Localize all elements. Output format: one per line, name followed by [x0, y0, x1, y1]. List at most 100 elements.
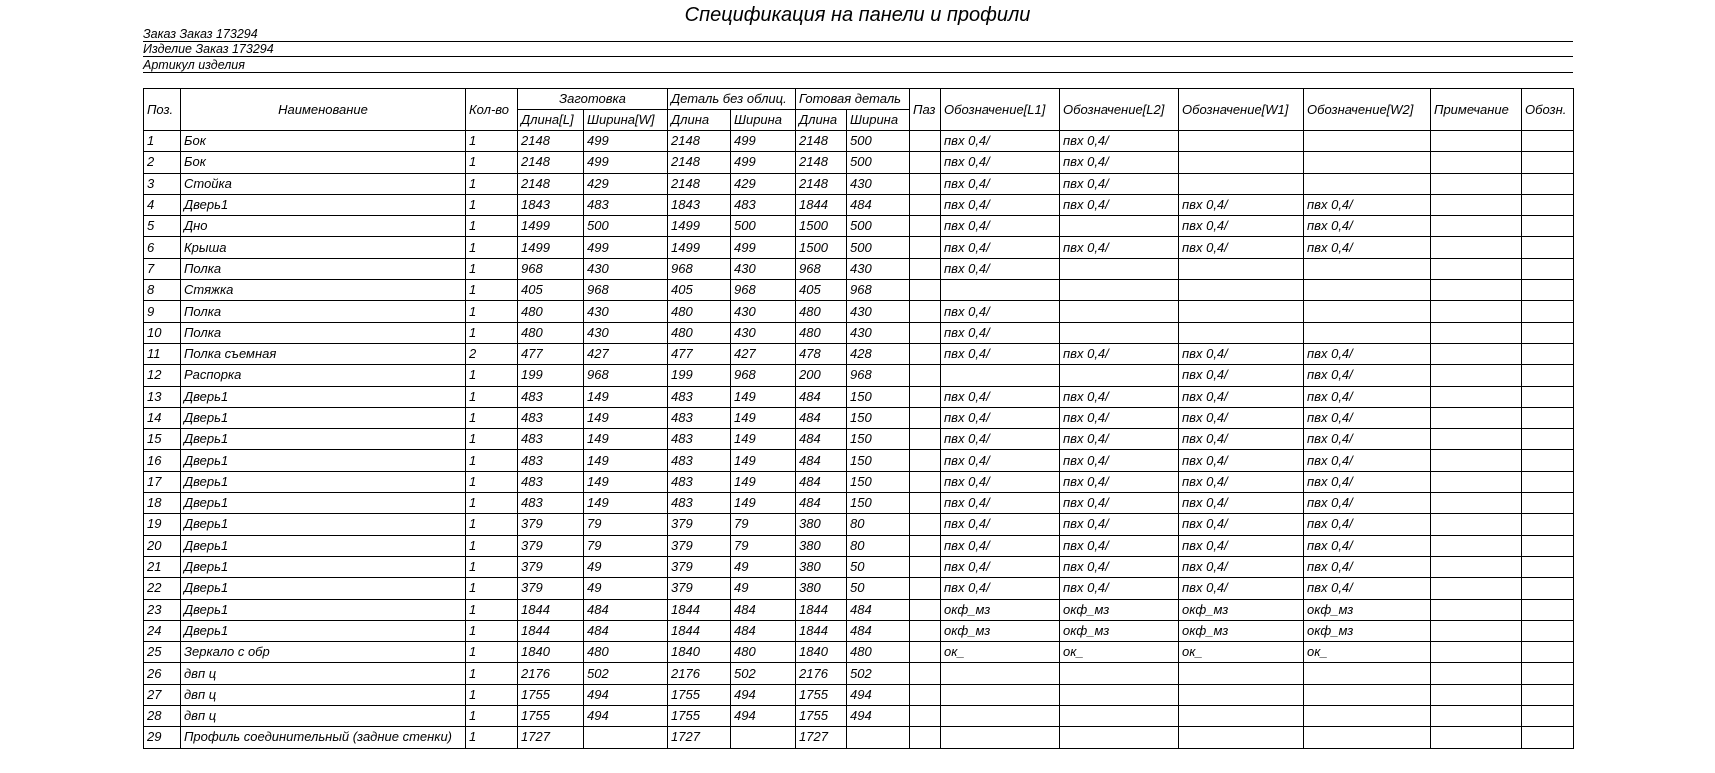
- cell-blank-length: 1844: [517, 598, 584, 621]
- cell-groove: [909, 236, 942, 259]
- cell-pos: 25: [143, 641, 181, 664]
- cell-blank-length: 1755: [517, 705, 584, 728]
- cell-blank-length: 379: [517, 577, 584, 600]
- cell-edge-w2: пвх 0,4/: [1303, 193, 1432, 217]
- cell-edge-l2: окф_мз: [1059, 619, 1180, 643]
- cell-edge-w1: пвх 0,4/: [1178, 364, 1305, 387]
- header-finished-width: Ширина: [846, 109, 911, 131]
- cell-edge-l2: [1059, 300, 1180, 323]
- cell-note: [1430, 492, 1523, 515]
- cell-finished-length: 484: [795, 492, 848, 515]
- cell-blank-length: 1844: [517, 619, 584, 643]
- cell-raw-length: 483: [667, 406, 731, 430]
- cell-raw-width: 430: [729, 300, 797, 323]
- cell-pos: 13: [143, 385, 181, 408]
- cell-qty: 1: [465, 641, 518, 664]
- cell-blank-length: 480: [517, 300, 584, 323]
- cell-edge-l1: пвх 0,4/: [940, 449, 1061, 472]
- cell-edge-w2: пвх 0,4/: [1303, 215, 1432, 238]
- cell-note: [1430, 662, 1523, 685]
- cell-blank-length: 483: [517, 470, 584, 494]
- cell-edge-w1: пвх 0,4/: [1178, 470, 1305, 494]
- cell-finished-width: 502: [846, 662, 911, 685]
- header-designation: Обозн.: [1521, 88, 1575, 131]
- cell-note: [1430, 534, 1523, 557]
- cell-edge-l1: пвх 0,4/: [940, 236, 1061, 259]
- cell-note: [1430, 321, 1523, 344]
- cell-raw-width: 499: [729, 236, 797, 259]
- cell-qty: 1: [465, 577, 518, 600]
- cell-edge-l1: пвх 0,4/: [940, 470, 1061, 494]
- cell-blank-width: 49: [583, 577, 668, 600]
- cell-groove: [909, 129, 942, 153]
- cell-qty: 1: [465, 215, 518, 238]
- cell-edge-w1: окф_мз: [1178, 619, 1305, 643]
- cell-raw-width: 149: [729, 406, 797, 430]
- cell-finished-length: 2176: [795, 662, 848, 685]
- cell-qty: 1: [465, 385, 518, 408]
- cell-pos: 18: [143, 492, 181, 515]
- table-row: 9 Полка 1 480 430 480 430 480 430 пвх 0,4/: [143, 300, 1575, 323]
- cell-edge-l1: [940, 705, 1061, 728]
- cell-designation: [1521, 236, 1575, 259]
- cell-edge-w1: пвх 0,4/: [1178, 534, 1305, 557]
- cell-edge-l1: пвх 0,4/: [940, 215, 1061, 238]
- cell-designation: [1521, 257, 1575, 281]
- cell-name: двп ц: [180, 683, 466, 707]
- cell-edge-w1: пвх 0,4/: [1178, 215, 1305, 238]
- cell-blank-width: 484: [583, 598, 668, 621]
- cell-groove: [909, 342, 942, 366]
- cell-blank-length: 199: [517, 364, 584, 387]
- cell-raw-width: 49: [729, 555, 797, 579]
- cell-blank-width: 49: [583, 555, 668, 579]
- cell-finished-width: 500: [846, 129, 911, 153]
- cell-finished-length: 200: [795, 364, 848, 387]
- cell-pos: 6: [143, 236, 181, 259]
- cell-edge-w1: пвх 0,4/: [1178, 385, 1305, 408]
- cell-edge-w1: пвх 0,4/: [1178, 492, 1305, 515]
- cell-raw-length: 1755: [667, 683, 731, 707]
- table-row: 4 Дверь1 1 1843 483 1843 483 1844 484 пвх 0,4/пвх…: [143, 193, 1575, 217]
- cell-raw-width: 968: [729, 279, 797, 302]
- header-finished: Готовая деталь: [795, 88, 911, 110]
- cell-designation: [1521, 279, 1575, 302]
- cell-blank-length: 483: [517, 428, 584, 451]
- cell-raw-length: 2148: [667, 172, 731, 195]
- table-row: 10 Полка 1 480 430 480 430 480 430 пвх 0,4/: [143, 321, 1575, 344]
- cell-finished-width: 430: [846, 300, 911, 323]
- cell-edge-l2: пвх 0,4/: [1059, 342, 1180, 366]
- cell-name: Дверь1: [180, 577, 466, 600]
- cell-blank-width: 494: [583, 705, 668, 728]
- cell-raw-width: 480: [729, 641, 797, 664]
- cell-note: [1430, 215, 1523, 238]
- cell-blank-length: 483: [517, 406, 584, 430]
- cell-edge-l2: пвх 0,4/: [1059, 236, 1180, 259]
- table-row: 6 Крыша 1 1499 499 1499 499 1500 500 пвх 0,4/пвх …: [143, 236, 1575, 259]
- cell-finished-length: 380: [795, 513, 848, 536]
- cell-raw-width: 430: [729, 257, 797, 281]
- cell-raw-length: 2148: [667, 151, 731, 174]
- cell-blank-length: 483: [517, 385, 584, 408]
- cell-edge-w2: [1303, 726, 1432, 749]
- cell-edge-w2: пвх 0,4/: [1303, 449, 1432, 472]
- cell-raw-length: 1840: [667, 641, 731, 664]
- cell-name: Крыша: [180, 236, 466, 259]
- cell-raw-length: 405: [667, 279, 731, 302]
- cell-finished-width: 500: [846, 236, 911, 259]
- cell-blank-length: 483: [517, 492, 584, 515]
- cell-finished-length: 1844: [795, 193, 848, 217]
- cell-groove: [909, 492, 942, 515]
- cell-finished-width: 430: [846, 321, 911, 344]
- cell-finished-width: 968: [846, 364, 911, 387]
- header-pos: Поз.: [143, 88, 181, 131]
- cell-edge-w1: [1178, 705, 1305, 728]
- cell-blank-width: 149: [583, 470, 668, 494]
- cell-finished-width: 150: [846, 470, 911, 494]
- cell-pos: 20: [143, 534, 181, 557]
- cell-pos: 26: [143, 662, 181, 685]
- cell-edge-w1: [1178, 726, 1305, 749]
- article-label: Артикул изделия: [143, 58, 247, 72]
- cell-edge-l2: [1059, 726, 1180, 749]
- cell-raw-length: 379: [667, 577, 731, 600]
- cell-raw-length: 483: [667, 470, 731, 494]
